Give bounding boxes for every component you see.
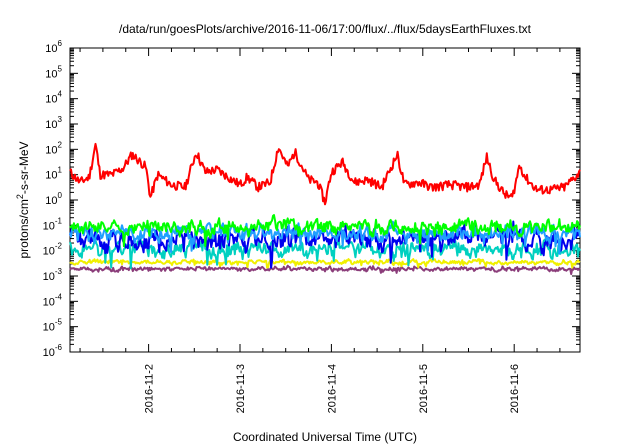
series-line — [69, 237, 581, 270]
series-line — [69, 214, 581, 248]
y-tick-label: 10-2 — [43, 242, 63, 258]
y-tick-label: 10-1 — [43, 216, 63, 232]
y-tick-label: 106 — [45, 39, 62, 55]
y-axis-label: protons/cm2-s-sr-MeV — [15, 141, 31, 258]
chart-title: /data/run/goesPlots/archive/2016-11-06/1… — [118, 22, 531, 36]
x-tick-label: 2016-11-3 — [235, 364, 247, 413]
x-tick-label: 2016-11-6 — [509, 364, 521, 413]
x-axis-label: Coordinated Universal Time (UTC) — [232, 430, 418, 444]
y-tick-label: 10-5 — [43, 318, 63, 334]
y-tick-label: 103 — [45, 115, 62, 131]
x-tick-label: 2016-11-5 — [418, 364, 430, 413]
y-tick-label: 104 — [45, 90, 62, 106]
y-tick-label: 105 — [45, 64, 62, 80]
series-line — [69, 142, 581, 206]
y-tick-label: 101 — [45, 166, 62, 182]
x-tick-label: 2016-11-4 — [326, 364, 338, 413]
y-tick-label: 102 — [45, 140, 62, 156]
series-line — [69, 258, 581, 269]
y-tick-label: 100 — [45, 191, 62, 207]
y-tick-label: 10-3 — [43, 267, 63, 283]
y-tick-label: 10-4 — [43, 292, 63, 308]
y-tick-label: 10-6 — [43, 343, 63, 359]
x-tick-label: 2016-11-2 — [144, 364, 156, 413]
series-line — [69, 264, 581, 276]
